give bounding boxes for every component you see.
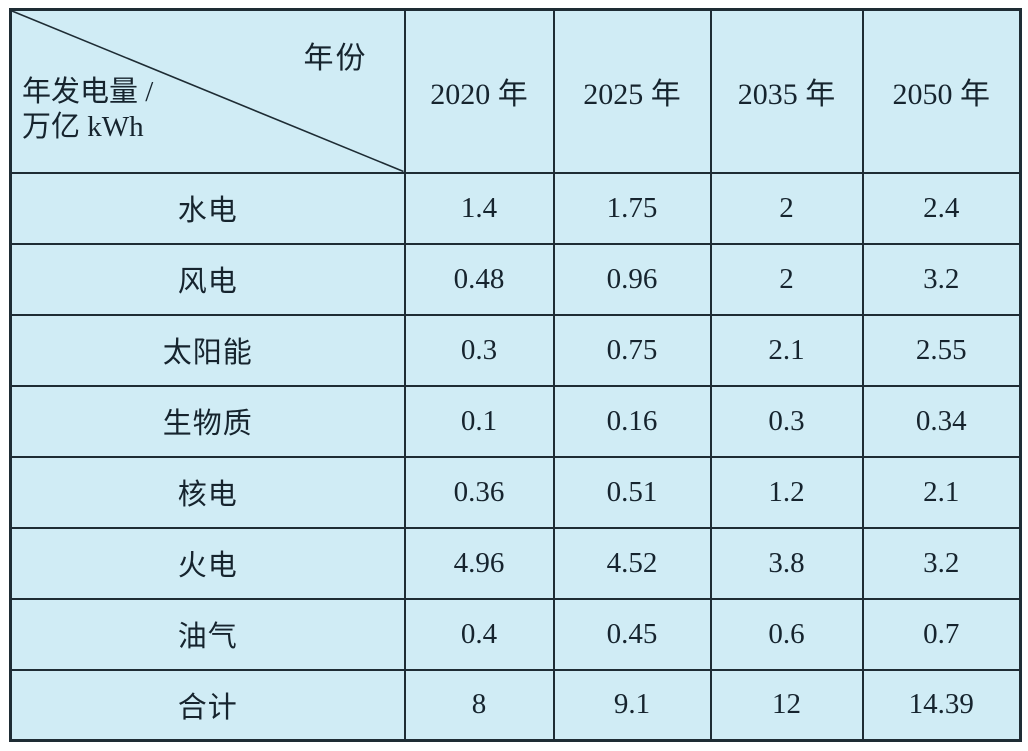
row-label-nuclear: 核电 xyxy=(9,455,406,529)
table-cell: 0.36 xyxy=(403,455,555,529)
table-cell: 8 xyxy=(403,668,555,742)
table-cell: 3.8 xyxy=(709,526,864,600)
table-row-total: 合计 8 9.1 12 14.39 xyxy=(9,668,1022,742)
column-header-2050: 2050 年 xyxy=(861,8,1022,174)
corner-label-generation-line2: 万亿 kWh xyxy=(22,111,144,144)
column-header-2025: 2025 年 xyxy=(552,8,712,174)
table-cell: 2 xyxy=(709,242,864,316)
corner-label-generation-line1: 年发电量 / xyxy=(22,76,154,108)
table-cell: 0.7 xyxy=(861,597,1022,671)
table-row-thermal: 火电 4.96 4.52 3.8 3.2 xyxy=(9,526,1022,600)
table-cell: 9.1 xyxy=(552,668,712,742)
table-cell: 1.75 xyxy=(552,171,712,245)
table-cell: 1.4 xyxy=(403,171,555,245)
row-label-wind: 风电 xyxy=(9,242,406,316)
row-label-thermal: 火电 xyxy=(9,526,406,600)
table-cell: 0.96 xyxy=(552,242,712,316)
corner-label-generation: 年发电量 / 万亿 kWh xyxy=(22,75,153,146)
table-cell: 0.51 xyxy=(552,455,712,529)
table-cell: 0.4 xyxy=(403,597,555,671)
table-cell: 0.6 xyxy=(709,597,864,671)
table-cell: 2 xyxy=(709,171,864,245)
row-label-oilgas: 油气 xyxy=(9,597,406,671)
table-cell: 0.3 xyxy=(403,313,555,387)
table-cell: 0.1 xyxy=(403,384,555,458)
table-cell: 4.52 xyxy=(552,526,712,600)
table-cell: 14.39 xyxy=(861,668,1022,742)
table-row-wind: 风电 0.48 0.96 2 3.2 xyxy=(9,242,1022,316)
row-label-total: 合计 xyxy=(9,668,406,742)
row-label-hydro: 水电 xyxy=(9,171,406,245)
table-cell: 12 xyxy=(709,668,864,742)
corner-header-cell: 年份 年发电量 / 万亿 kWh xyxy=(9,8,406,174)
table-cell: 0.16 xyxy=(552,384,712,458)
table-cell: 0.48 xyxy=(403,242,555,316)
table-cell: 2.1 xyxy=(861,455,1022,529)
table-cell: 4.96 xyxy=(403,526,555,600)
corner-label-year: 年份 xyxy=(303,42,368,75)
table-cell: 0.34 xyxy=(861,384,1022,458)
table-cell: 0.45 xyxy=(552,597,712,671)
table-row-nuclear: 核电 0.36 0.51 1.2 2.1 xyxy=(9,455,1022,529)
row-label-biomass: 生物质 xyxy=(9,384,406,458)
table-row-hydro: 水电 1.4 1.75 2 2.4 xyxy=(9,171,1022,245)
table-cell: 3.2 xyxy=(861,526,1022,600)
power-generation-table: 年份 年发电量 / 万亿 kWh 2020 年 2025 年 2035 年 20… xyxy=(9,8,1022,742)
table-cell: 1.2 xyxy=(709,455,864,529)
table-row-oilgas: 油气 0.4 0.45 0.6 0.7 xyxy=(9,597,1022,671)
table-cell: 2.55 xyxy=(861,313,1022,387)
column-header-2020: 2020 年 xyxy=(403,8,555,174)
table-row-biomass: 生物质 0.1 0.16 0.3 0.34 xyxy=(9,384,1022,458)
table-row-solar: 太阳能 0.3 0.75 2.1 2.55 xyxy=(9,313,1022,387)
table-cell: 0.3 xyxy=(709,384,864,458)
column-header-2035: 2035 年 xyxy=(709,8,864,174)
diagonal-divider-line xyxy=(12,11,404,172)
table-cell: 2.4 xyxy=(861,171,1022,245)
header-row: 年份 年发电量 / 万亿 kWh 2020 年 2025 年 2035 年 20… xyxy=(9,8,1022,174)
row-label-solar: 太阳能 xyxy=(9,313,406,387)
table-cell: 3.2 xyxy=(861,242,1022,316)
table-cell: 2.1 xyxy=(709,313,864,387)
table-cell: 0.75 xyxy=(552,313,712,387)
